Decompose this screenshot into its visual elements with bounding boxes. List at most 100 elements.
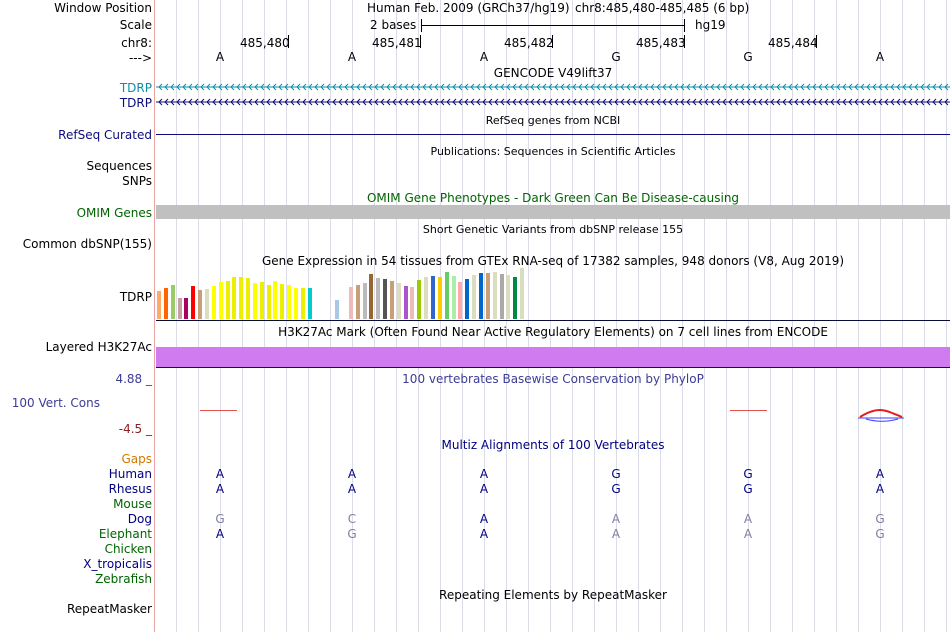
gtex-track-label[interactable]: TDRP	[119, 290, 152, 304]
species-label[interactable]: Chicken	[104, 542, 152, 556]
omim-track-label[interactable]: OMIM Genes	[76, 206, 152, 220]
gtex-bar[interactable]	[253, 283, 257, 319]
alignment-base: C	[347, 512, 357, 526]
gtex-bar[interactable]	[349, 287, 353, 319]
gtex-bar[interactable]	[369, 274, 373, 319]
gtex-bar[interactable]	[239, 277, 243, 319]
species-label[interactable]: Human	[108, 467, 152, 481]
omim-feature-bar[interactable]	[156, 205, 950, 219]
gtex-bar[interactable]	[287, 285, 291, 319]
gtex-bar[interactable]	[493, 272, 497, 319]
gtex-bar[interactable]	[431, 276, 435, 319]
omim-track-title: OMIM Gene Phenotypes - Dark Green Can Be…	[366, 191, 740, 205]
alignment-base: G	[215, 512, 225, 526]
gtex-bar[interactable]	[438, 277, 442, 319]
alignment-base: G	[611, 482, 621, 496]
ruler-tick-mark	[552, 35, 553, 48]
gtex-bar[interactable]	[500, 274, 504, 319]
gtex-bar[interactable]	[486, 273, 490, 319]
phylop-min-label: -4.5 _	[118, 422, 152, 436]
gtex-bar[interactable]	[301, 288, 305, 319]
gtex-bar[interactable]	[191, 286, 195, 319]
h3k27ac-track-label[interactable]: Layered H3K27Ac	[45, 340, 152, 354]
gtex-bar[interactable]	[232, 277, 236, 319]
gtex-bar[interactable]	[424, 277, 428, 319]
refseq-transcript[interactable]	[156, 134, 950, 135]
position-text: chr8:485,480-485,485 (6 bp)	[575, 1, 750, 15]
refseq-track-title: RefSeq genes from NCBI	[485, 114, 621, 127]
refseq-track-label[interactable]: RefSeq Curated	[58, 128, 152, 142]
species-label[interactable]: Mouse	[113, 497, 152, 511]
alignment-base: A	[215, 482, 225, 496]
gtex-bar[interactable]	[520, 268, 524, 319]
gtex-bar[interactable]	[404, 286, 408, 319]
gtex-bar[interactable]	[363, 283, 367, 319]
gtex-bar[interactable]	[506, 275, 510, 319]
gtex-bar[interactable]	[390, 281, 394, 319]
gencode-gene-label-2[interactable]: TDRP	[119, 96, 152, 110]
multiz-gaps-label[interactable]: Gaps	[121, 452, 152, 466]
gtex-bar[interactable]	[465, 279, 469, 319]
gtex-bar[interactable]	[513, 277, 517, 319]
gtex-bar[interactable]	[294, 288, 298, 319]
gtex-bar[interactable]	[445, 272, 449, 319]
species-label[interactable]: Rhesus	[108, 482, 152, 496]
reference-base: G	[611, 50, 621, 64]
phylop-max-label: 4.88 _	[115, 372, 152, 386]
reference-base: A	[875, 50, 885, 64]
species-label[interactable]: Elephant	[98, 527, 152, 541]
species-label[interactable]: X_tropicalis	[83, 557, 152, 571]
gtex-bar[interactable]	[335, 300, 339, 319]
ruler-tick-mark	[816, 35, 817, 48]
gtex-bar[interactable]	[198, 290, 202, 319]
gtex-bar[interactable]	[212, 286, 216, 319]
gtex-bar[interactable]	[479, 273, 483, 319]
gencode-transcript-2[interactable]	[156, 97, 950, 107]
gencode-transcript-1[interactable]	[156, 82, 950, 92]
h3k27ac-signal[interactable]	[156, 347, 950, 367]
species-label[interactable]: Dog	[127, 512, 152, 526]
phylop-track-label[interactable]: 100 Vert. Cons	[11, 396, 100, 410]
alignment-base: A	[347, 467, 357, 481]
gtex-bar[interactable]	[205, 289, 209, 319]
ruler-tick: 485,480	[240, 36, 290, 50]
gtex-bar[interactable]	[273, 281, 277, 319]
dbsnp-track-label[interactable]: Common dbSNP(155)	[22, 237, 152, 251]
gencode-track-title: GENCODE V49lift37	[493, 66, 613, 80]
gtex-bar[interactable]	[178, 298, 182, 319]
gtex-bar[interactable]	[452, 276, 456, 319]
gtex-bar[interactable]	[280, 284, 284, 319]
gtex-bar[interactable]	[376, 278, 380, 319]
gtex-bar[interactable]	[472, 275, 476, 319]
window-position-label: Window Position	[54, 1, 152, 15]
gtex-bar[interactable]	[226, 281, 230, 319]
gtex-bar[interactable]	[219, 282, 223, 319]
gencode-gene-label-1[interactable]: TDRP	[119, 81, 152, 95]
species-label[interactable]: Zebrafish	[95, 572, 152, 586]
gtex-bar[interactable]	[171, 285, 175, 319]
repeatmasker-track-title: Repeating Elements by RepeatMasker	[439, 588, 667, 602]
gtex-bar[interactable]	[410, 287, 414, 319]
gtex-bar[interactable]	[356, 285, 360, 319]
gtex-bar[interactable]	[246, 278, 250, 319]
repeatmasker-track-label[interactable]: RepeatMasker	[66, 602, 152, 616]
gtex-bar[interactable]	[417, 280, 421, 319]
reference-base: A	[215, 50, 225, 64]
snps-track-label[interactable]: SNPs	[122, 174, 152, 188]
gtex-bar[interactable]	[397, 283, 401, 319]
sequences-track-label[interactable]: Sequences	[86, 159, 152, 173]
gtex-bar[interactable]	[260, 282, 264, 319]
gtex-bar[interactable]	[184, 298, 188, 319]
gtex-bar[interactable]	[383, 279, 387, 319]
phylop-mark	[200, 410, 237, 411]
publications-track-title: Publications: Sequences in Scientific Ar…	[430, 145, 676, 158]
gtex-bar[interactable]	[308, 288, 312, 319]
gtex-bar[interactable]	[458, 282, 462, 319]
alignment-base: G	[875, 527, 885, 541]
gtex-bar[interactable]	[164, 288, 168, 319]
gtex-bar[interactable]	[267, 285, 271, 319]
reference-base: G	[743, 50, 753, 64]
gtex-bar[interactable]	[157, 291, 161, 319]
reference-base: A	[347, 50, 357, 64]
